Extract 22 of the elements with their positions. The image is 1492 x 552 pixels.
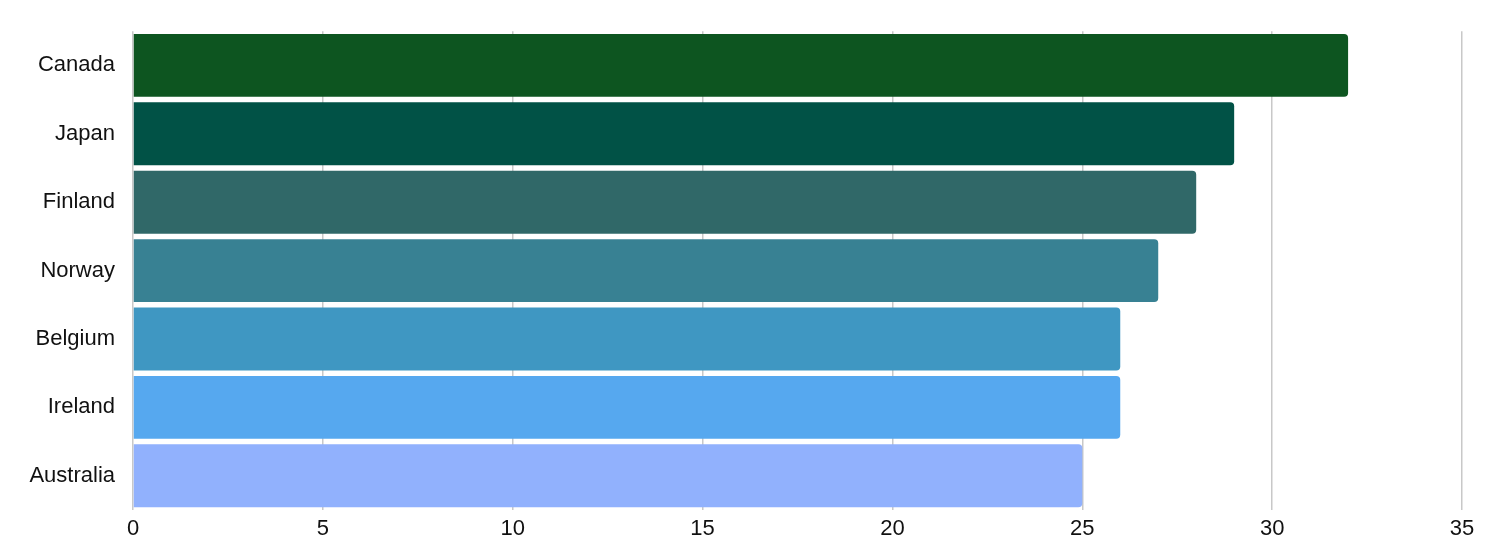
y-tick-label: Belgium bbox=[35, 325, 115, 351]
y-tick-label: Japan bbox=[55, 119, 115, 145]
x-tick-label: 20 bbox=[880, 515, 905, 541]
x-tick-label: 5 bbox=[316, 515, 329, 541]
y-tick-label: Australia bbox=[29, 461, 116, 487]
bar bbox=[133, 102, 1235, 166]
x-tick-label: 30 bbox=[1259, 515, 1285, 541]
x-tick-label: 35 bbox=[1449, 515, 1475, 541]
x-tick-label: 10 bbox=[500, 515, 525, 541]
bar bbox=[133, 33, 1349, 97]
bar bbox=[133, 444, 1083, 508]
y-tick-label: Canada bbox=[37, 51, 116, 77]
y-tick-label: Norway bbox=[40, 256, 115, 282]
x-tick-label: 0 bbox=[126, 515, 140, 541]
bar bbox=[133, 375, 1121, 439]
bar bbox=[133, 307, 1121, 371]
bar bbox=[133, 239, 1159, 303]
y-tick-label: Ireland bbox=[47, 393, 115, 419]
y-tick-label: Finland bbox=[42, 188, 115, 214]
x-tick-label: 25 bbox=[1070, 515, 1095, 541]
bar bbox=[133, 170, 1197, 234]
x-tick-label: 15 bbox=[690, 515, 715, 541]
